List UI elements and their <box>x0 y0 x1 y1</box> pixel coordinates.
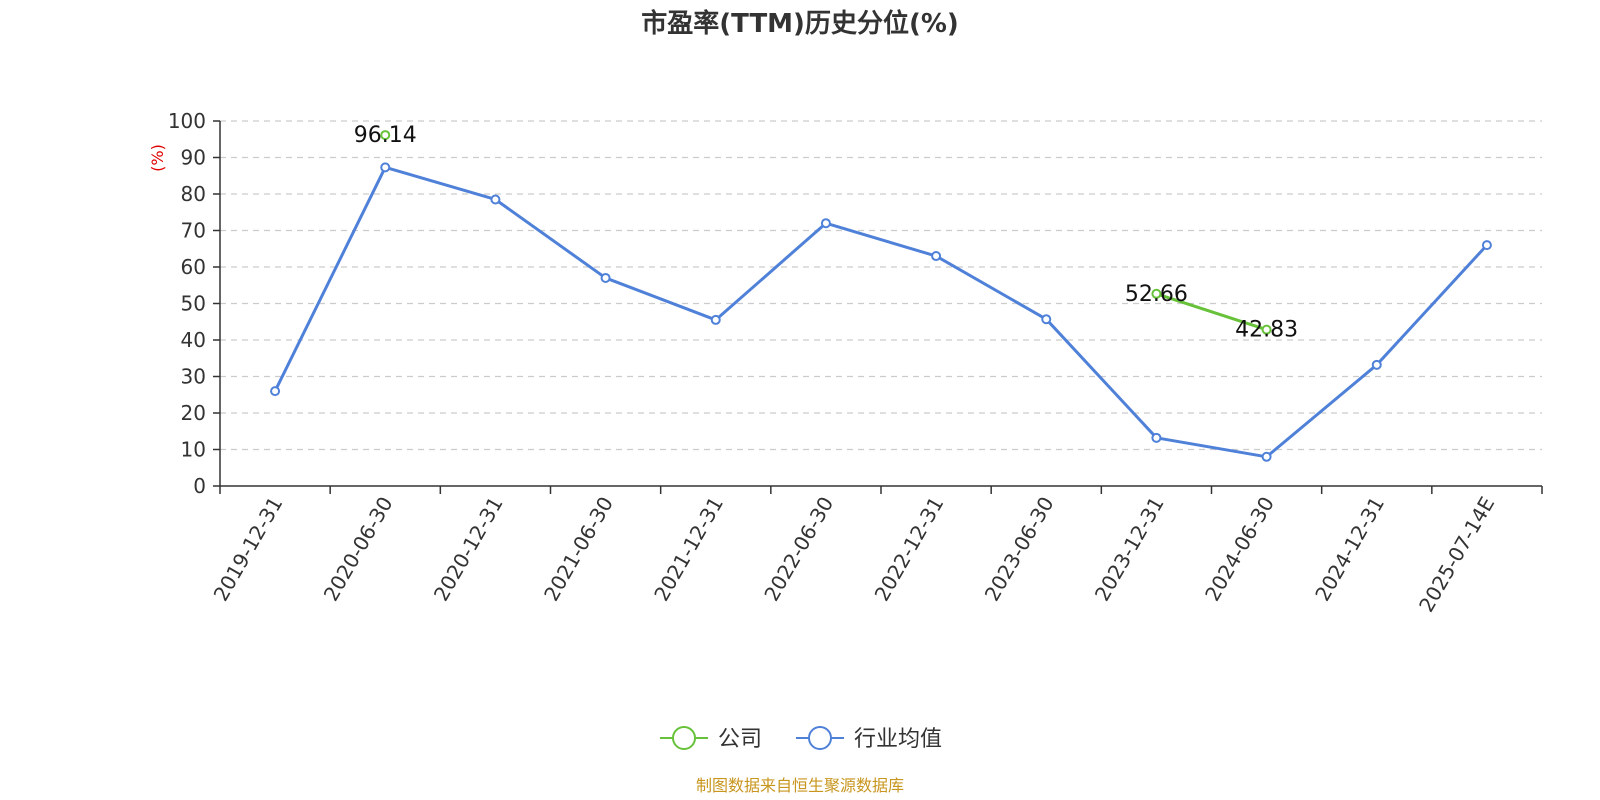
data-point <box>931 251 942 262</box>
legend[interactable]: 公司 行业均值 <box>660 726 942 752</box>
data-point <box>380 162 391 173</box>
data-point <box>1041 314 1052 325</box>
data-point <box>1481 240 1492 251</box>
y-tick-label: 0 <box>193 474 206 498</box>
x-tick-label: 2021-06-30 <box>539 493 618 606</box>
y-tick-label: 80 <box>181 182 206 206</box>
x-tick-label: 2023-06-30 <box>980 493 1059 606</box>
series-line-0 <box>1155 292 1268 332</box>
data-point <box>1261 451 1272 462</box>
legend-marker <box>808 726 832 750</box>
series-line-1 <box>273 165 1489 459</box>
data-point <box>1151 432 1162 443</box>
y-tick-label: 60 <box>181 255 206 279</box>
legend-marker <box>672 726 696 750</box>
data-point <box>600 272 611 283</box>
data-point <box>1261 324 1272 335</box>
y-tick-label: 50 <box>181 292 206 316</box>
y-tick-label: 20 <box>181 401 206 425</box>
x-tick-label: 2022-12-31 <box>870 493 949 606</box>
x-tick-label: 2024-12-31 <box>1310 493 1389 606</box>
legend-label: 公司 <box>718 727 762 752</box>
x-tick-label: 2025-07-14E <box>1414 493 1499 617</box>
x-tick-label: 2020-06-30 <box>319 493 398 606</box>
data-point <box>820 218 831 229</box>
y-tick-label: 40 <box>181 328 206 352</box>
source-note: 制图数据来自恒生聚源数据库 <box>696 776 904 795</box>
data-label: 96.14 <box>354 123 417 148</box>
y-axis-label: (%) <box>148 144 167 172</box>
data-point <box>380 130 391 141</box>
data-point <box>490 194 501 205</box>
y-tick-label: 30 <box>181 365 206 389</box>
data-point <box>1151 288 1162 299</box>
x-tick-label: 2022-06-30 <box>759 493 838 606</box>
x-tick-label: 2023-12-31 <box>1090 493 1169 606</box>
data-label: 52.66 <box>1125 282 1188 307</box>
x-tick-label: 2019-12-31 <box>209 493 288 606</box>
legend-label: 行业均值 <box>854 727 942 752</box>
y-tick-label: 100 <box>168 109 206 133</box>
x-tick-label: 2021-12-31 <box>649 493 728 606</box>
y-tick-label: 10 <box>181 438 206 462</box>
data-label: 42.83 <box>1235 318 1298 343</box>
x-tick-label: 2020-12-31 <box>429 493 508 606</box>
series-lines <box>270 130 1492 462</box>
axes: 0 10 20 30 40 50 60 70 80 90 100 2019-12-31 2020-06-… <box>168 109 1543 617</box>
data-point <box>1371 359 1382 370</box>
legend-item-0[interactable]: 公司 <box>660 726 762 752</box>
data-point <box>270 386 281 397</box>
chart-title: 市盈率(TTM)历史分位(%) <box>641 8 959 39</box>
y-tick-label: 70 <box>181 219 206 243</box>
legend-item-1[interactable]: 行业均值 <box>796 726 942 752</box>
grid-lines <box>220 120 1542 451</box>
y-tick-label: 90 <box>181 146 206 170</box>
data-labels: 96.14 52.66 42.83 <box>354 123 1298 343</box>
data-point <box>710 314 721 325</box>
x-tick-label: 2024-06-30 <box>1200 493 1279 606</box>
